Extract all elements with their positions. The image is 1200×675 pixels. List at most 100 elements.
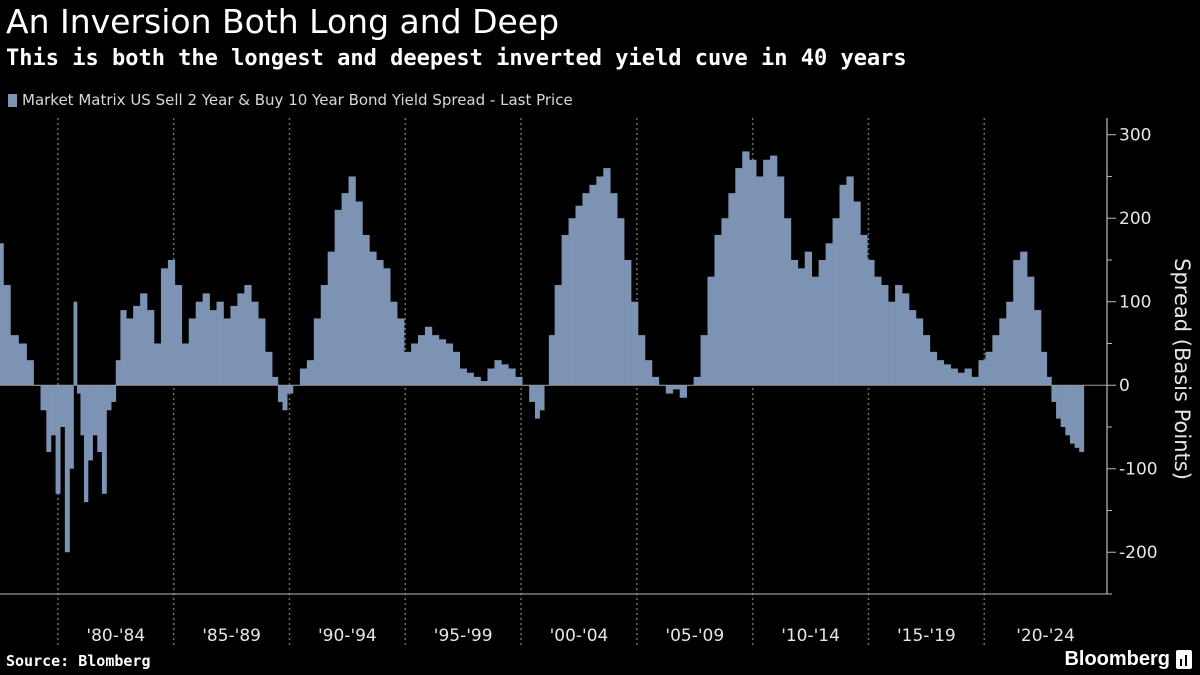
- data-bar: [140, 293, 148, 386]
- x-tick-label: '10-'14: [781, 626, 840, 646]
- legend-swatch: [8, 93, 17, 107]
- data-bar: [957, 372, 965, 386]
- data-bar: [383, 268, 391, 386]
- data-bar: [1074, 385, 1080, 448]
- data-bar: [756, 176, 764, 386]
- data-bar: [111, 385, 117, 402]
- data-bar: [895, 285, 903, 386]
- data-bar: [735, 168, 743, 386]
- data-bar: [265, 351, 273, 386]
- data-bar: [603, 168, 611, 386]
- data-bar: [679, 385, 687, 398]
- data-bar: [770, 155, 778, 386]
- data-bar: [943, 364, 951, 386]
- data-bar: [992, 335, 1000, 386]
- x-tick-label: '05-'09: [665, 626, 724, 646]
- legend-label: Market Matrix US Sell 2 Year & Buy 10 Ye…: [22, 91, 573, 109]
- data-bar: [672, 385, 681, 390]
- data-bar: [313, 318, 322, 386]
- data-bar: [548, 335, 555, 386]
- data-bar: [575, 205, 583, 386]
- data-bar: [749, 159, 757, 386]
- data-bar: [327, 251, 335, 386]
- data-bar: [714, 234, 722, 386]
- data-bar: [60, 385, 66, 427]
- x-tick-label: '95-'99: [434, 626, 493, 646]
- data-bar: [539, 385, 545, 411]
- data-bar: [282, 385, 288, 411]
- data-bar: [174, 285, 183, 386]
- data-bar: [97, 385, 103, 453]
- x-tick-label: '80-'84: [86, 626, 145, 646]
- data-bar: [3, 285, 11, 386]
- data-bar: [971, 376, 979, 386]
- data-bar: [334, 209, 342, 386]
- data-bar: [10, 335, 19, 386]
- data-bar: [244, 285, 252, 386]
- data-bar: [596, 176, 604, 386]
- data-bar: [1069, 385, 1075, 444]
- bloomberg-logo: Bloomberg: [1064, 648, 1170, 670]
- data-bar: [88, 385, 93, 461]
- data-bar: [568, 218, 576, 386]
- data-bar: [216, 301, 224, 386]
- data-bar: [277, 385, 283, 402]
- data-bar: [73, 301, 78, 386]
- data-bar: [92, 385, 98, 436]
- axis-layer: '80-'84 '85-'89 '90-'94 '95-'99 '00-'04 '05-'…: [0, 118, 1158, 646]
- data-bar: [985, 351, 993, 386]
- data-bar: [554, 285, 562, 386]
- chart-subtitle: This is both the longest and deepest inv…: [6, 46, 907, 71]
- data-bar: [411, 343, 419, 386]
- data-bar: [237, 293, 245, 386]
- data-bar: [860, 234, 868, 386]
- data-bar: [120, 310, 127, 386]
- data-bar: [534, 385, 540, 419]
- data-bar: [376, 259, 384, 386]
- data-bar: [881, 285, 889, 386]
- data-bar: [77, 385, 81, 394]
- data-bar: [1006, 301, 1014, 386]
- data-bar: [936, 360, 945, 386]
- data-bar: [147, 310, 155, 386]
- data-bar: [438, 339, 447, 386]
- data-bar: [64, 385, 70, 553]
- data-bar: [209, 310, 217, 386]
- data-bar: [167, 259, 176, 386]
- y-tick-label: 0: [1119, 376, 1130, 396]
- data-bar: [797, 268, 806, 386]
- data-bar: [631, 301, 639, 386]
- data-bar: [362, 234, 370, 386]
- data-bar: [258, 318, 266, 386]
- data-bar: [431, 335, 440, 386]
- data-bar: [418, 335, 426, 386]
- data-bar: [950, 368, 958, 386]
- data-bar: [195, 301, 203, 386]
- data-bar: [915, 318, 924, 386]
- data-bar: [106, 385, 112, 411]
- data-bar: [561, 234, 569, 386]
- data-bar: [1034, 310, 1042, 386]
- data-bar: [26, 360, 34, 386]
- data-bar: [515, 376, 523, 386]
- data-bar: [853, 201, 861, 386]
- data-bar: [728, 193, 736, 386]
- data-bar: [1020, 251, 1028, 386]
- data-bar: [529, 385, 536, 402]
- data-bar: [721, 218, 729, 386]
- data-bar: [624, 259, 632, 386]
- data-bar: [867, 259, 875, 386]
- data-bar: [126, 318, 134, 386]
- data-bar: [424, 326, 433, 386]
- data-bar: [589, 184, 597, 386]
- data-bar: [1046, 376, 1052, 386]
- data-bar: [617, 218, 625, 386]
- legend: Market Matrix US Sell 2 Year & Buy 10 Ye…: [8, 91, 573, 109]
- data-bar: [115, 360, 121, 386]
- data-bar: [133, 305, 141, 386]
- data-bar: [404, 351, 412, 386]
- data-bar: [922, 335, 931, 386]
- data-bar: [101, 385, 107, 494]
- data-bar: [1013, 259, 1021, 386]
